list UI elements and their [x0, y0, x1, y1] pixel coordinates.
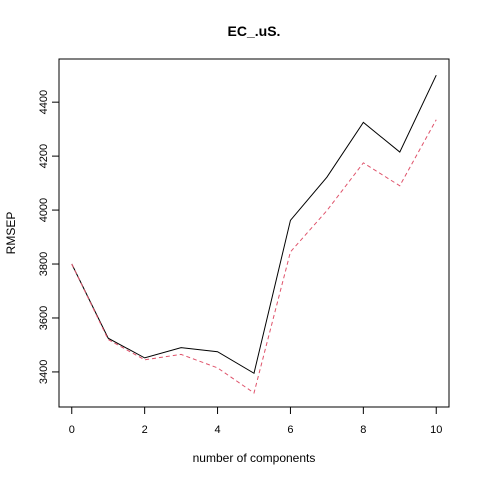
y-axis-label: RMSEP: [4, 212, 18, 255]
series-layer: [71, 74, 437, 394]
x-tick-label: 4: [214, 424, 220, 436]
series-line-1: [71, 74, 437, 375]
y-tick-label: 4400: [38, 90, 50, 114]
x-tick-label: 10: [430, 424, 442, 436]
y-axis: 3400 3600 3800 4000 4200 4400: [38, 90, 59, 384]
chart-title: EC_.uS.: [228, 23, 281, 39]
y-tick-label: 3600: [38, 306, 50, 330]
y-tick-label: 3800: [38, 252, 50, 276]
x-axis: 0 2 4 6 8 10: [69, 407, 442, 436]
y-tick-label: 3400: [38, 360, 50, 384]
x-tick-label: 8: [360, 424, 366, 436]
x-tick-label: 2: [142, 424, 148, 436]
x-axis-label: number of components: [193, 451, 316, 465]
y-tick-label: 4000: [38, 198, 50, 222]
x-tick-label: 0: [69, 424, 75, 436]
x-tick-label: 6: [287, 424, 293, 436]
plot-frame: [58, 58, 450, 408]
y-tick-label: 4200: [38, 144, 50, 168]
series-line-2: [71, 119, 437, 394]
